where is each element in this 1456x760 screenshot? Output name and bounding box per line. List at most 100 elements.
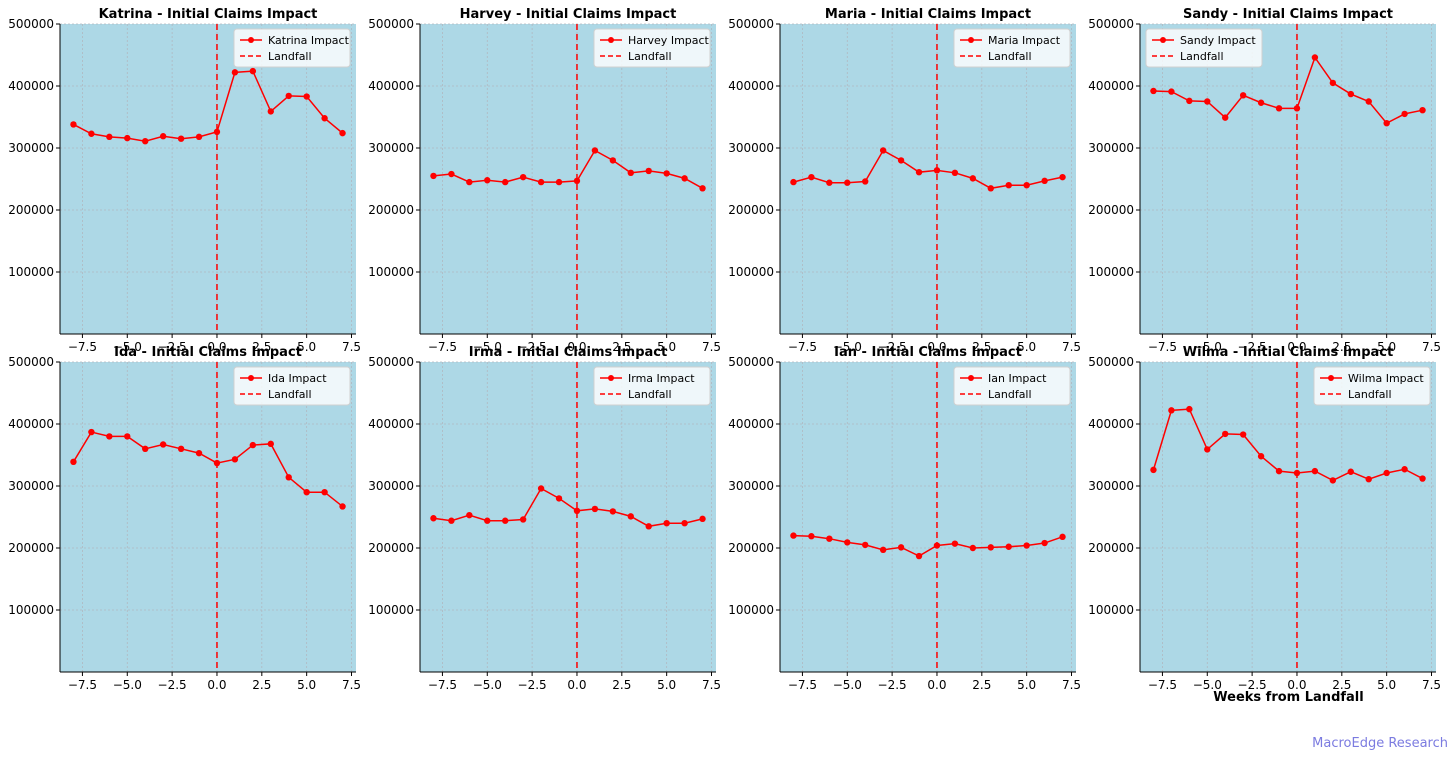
legend-box bbox=[953, 28, 1071, 68]
legend-box bbox=[1313, 366, 1431, 406]
data-point bbox=[142, 445, 149, 452]
data-point bbox=[267, 440, 274, 448]
x-tick-label: 0.0 bbox=[207, 678, 226, 692]
y-tick-label: 500000 bbox=[8, 17, 54, 31]
legend-series-label: Ian Impact bbox=[988, 372, 1047, 385]
data-point bbox=[430, 515, 437, 522]
y-tick-label: 300000 bbox=[8, 141, 54, 155]
data-point bbox=[231, 456, 239, 463]
data-point bbox=[1347, 468, 1354, 475]
chart-title: Irma - Initial Claims Impact bbox=[469, 345, 667, 360]
data-point bbox=[249, 441, 257, 449]
data-point bbox=[285, 474, 292, 481]
legend-series-label: Harvey Impact bbox=[628, 34, 710, 47]
data-point bbox=[1168, 88, 1175, 95]
data-point bbox=[159, 133, 167, 140]
data-point bbox=[124, 134, 131, 142]
legend: Ida Impact Landfall bbox=[233, 366, 351, 406]
x-tick-label: 5.0 bbox=[297, 678, 316, 692]
y-tick-label: 400000 bbox=[1088, 417, 1134, 431]
data-point bbox=[502, 178, 509, 186]
x-tick-label: 2.5 bbox=[1332, 678, 1351, 692]
data-point bbox=[303, 489, 310, 496]
x-tick-label: −2.5 bbox=[518, 678, 547, 692]
x-tick-label: 7.5 bbox=[1422, 340, 1441, 354]
data-point bbox=[862, 178, 869, 185]
data-point bbox=[231, 69, 239, 76]
legend-series-label: Maria Impact bbox=[988, 34, 1061, 47]
x-tick-label: 5.0 bbox=[1017, 340, 1036, 354]
data-point bbox=[339, 129, 346, 137]
y-tick-label: 400000 bbox=[368, 417, 414, 431]
x-axis-label: Weeks from Landfall bbox=[1213, 690, 1364, 705]
y-tick-label: 300000 bbox=[728, 141, 774, 155]
plot-area bbox=[780, 24, 1076, 334]
data-point bbox=[448, 517, 455, 524]
legend-series-marker bbox=[1160, 37, 1166, 43]
data-point bbox=[790, 532, 797, 539]
data-point bbox=[502, 517, 509, 524]
data-point bbox=[177, 445, 185, 452]
data-point bbox=[70, 458, 77, 466]
data-point bbox=[987, 185, 994, 192]
data-point bbox=[484, 517, 491, 524]
legend-landfall-label: Landfall bbox=[268, 50, 312, 63]
data-point bbox=[1186, 97, 1193, 105]
legend-series-marker bbox=[608, 375, 614, 381]
data-point bbox=[1204, 446, 1211, 453]
y-tick-label: 200000 bbox=[1088, 541, 1134, 555]
y-tick-label: 300000 bbox=[368, 141, 414, 155]
data-point bbox=[681, 520, 688, 527]
series-line bbox=[793, 534, 1063, 557]
y-tick-label: 200000 bbox=[728, 541, 774, 555]
legend-series-marker bbox=[1328, 375, 1334, 381]
data-point bbox=[466, 511, 473, 519]
legend-box bbox=[953, 366, 1071, 406]
data-point bbox=[1059, 173, 1066, 181]
data-point bbox=[1329, 79, 1337, 87]
y-tick-label: 300000 bbox=[8, 479, 54, 493]
y-tick-label: 100000 bbox=[8, 265, 54, 279]
x-tick-label: −5.0 bbox=[473, 340, 502, 354]
x-tick-label: 0.0 bbox=[927, 678, 946, 692]
legend: Ian Impact Landfall bbox=[953, 366, 1071, 406]
legend-series-marker bbox=[968, 37, 974, 43]
watermark: MacroEdge Research bbox=[1312, 736, 1448, 751]
data-point bbox=[1023, 542, 1030, 549]
x-tick-label: 5.0 bbox=[1017, 678, 1036, 692]
data-point bbox=[627, 513, 634, 520]
y-tick-label: 200000 bbox=[8, 541, 54, 555]
x-tick-label: 2.5 bbox=[972, 340, 991, 354]
data-point bbox=[537, 178, 545, 186]
x-tick-label: 5.0 bbox=[297, 340, 316, 354]
x-tick-label: −5.0 bbox=[113, 340, 142, 354]
legend-landfall-label: Landfall bbox=[988, 388, 1032, 401]
data-point bbox=[609, 508, 617, 515]
data-point bbox=[879, 546, 887, 554]
chart-panel-8: 100000 200000 300000 400000 500000 −7.5 −5.0 −2… bbox=[1088, 345, 1441, 692]
x-tick-label: −5.0 bbox=[1193, 340, 1222, 354]
data-point bbox=[1168, 407, 1175, 414]
legend-series-marker bbox=[248, 37, 254, 43]
legend-series-label: Katrina Impact bbox=[268, 34, 350, 47]
legend-series-label: Ida Impact bbox=[268, 372, 327, 385]
series-line bbox=[73, 70, 344, 142]
y-tick-label: 500000 bbox=[368, 17, 414, 31]
chart-panel-4: 100000 200000 300000 400000 500000 −7.5 −5.0 −2… bbox=[1088, 7, 1441, 354]
x-tick-label: 7.5 bbox=[1062, 340, 1081, 354]
data-point bbox=[844, 539, 851, 546]
data-point bbox=[1023, 182, 1030, 189]
x-tick-label: −7.5 bbox=[788, 678, 817, 692]
data-point bbox=[519, 173, 527, 181]
data-point bbox=[627, 169, 634, 176]
x-tick-label: 2.5 bbox=[252, 340, 271, 354]
x-tick-label: −5.0 bbox=[833, 340, 862, 354]
chart-panel-2: 100000 200000 300000 400000 500000 −7.5 −5.0 −2… bbox=[368, 7, 721, 354]
data-point bbox=[808, 533, 815, 540]
data-point bbox=[88, 428, 95, 436]
x-tick-label: 7.5 bbox=[1422, 678, 1441, 692]
y-tick-label: 500000 bbox=[728, 355, 774, 369]
data-point bbox=[1239, 431, 1247, 438]
y-tick-label: 300000 bbox=[1088, 141, 1134, 155]
